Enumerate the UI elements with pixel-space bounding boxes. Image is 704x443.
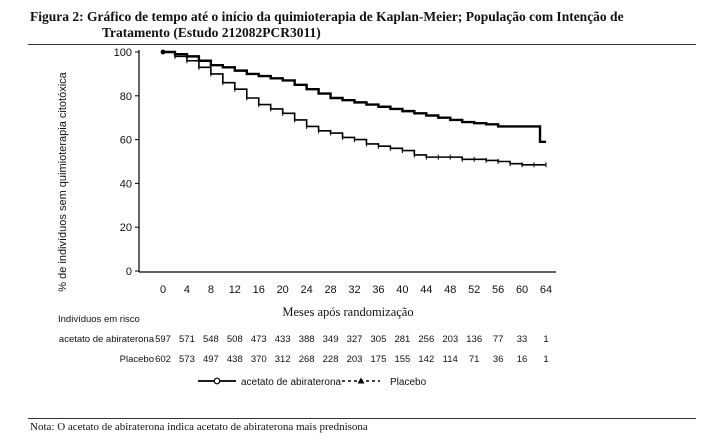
risk-value: 136 [466, 334, 482, 345]
risk-value: 1 [543, 354, 548, 365]
risk-value: 548 [203, 334, 219, 345]
x-tick-label: 56 [492, 284, 504, 296]
x-tick-label: 28 [324, 284, 336, 296]
x-tick-label: 4 [184, 284, 190, 296]
x-tick-label: 12 [229, 284, 241, 296]
y-tick-label: 100 [114, 47, 132, 59]
y-tick-label: 80 [120, 91, 132, 103]
x-tick-label: 32 [348, 284, 360, 296]
x-tick-label: 48 [444, 284, 456, 296]
risk-table-header: Indivíduos em risco [58, 314, 140, 325]
risk-value: 228 [323, 354, 339, 365]
legend-triangle-marker [357, 377, 365, 384]
risk-value: 327 [347, 334, 363, 345]
x-axis-label: Meses após randomização [282, 305, 413, 319]
y-tick-label: 20 [120, 222, 132, 234]
risk-value: 36 [493, 354, 504, 365]
figure-title-line1: Figura 2: Gráfico de tempo até o início … [30, 9, 624, 24]
risk-value: 602 [155, 354, 171, 365]
risk-value: 155 [394, 354, 410, 365]
y-tick-label: 60 [120, 135, 132, 147]
risk-value: 497 [203, 354, 219, 365]
risk-row-label: acetato de abiraterona [59, 334, 155, 345]
x-tick-label: 8 [208, 284, 214, 296]
risk-value: 388 [299, 334, 315, 345]
x-tick-label: 64 [540, 284, 552, 296]
figure-title-line2: Tratamento (Estudo 212082PCR3011) [102, 25, 321, 40]
risk-value: 433 [275, 334, 291, 345]
x-tick-label: 24 [301, 284, 313, 296]
risk-value: 142 [418, 354, 434, 365]
x-tick-label: 16 [253, 284, 265, 296]
legend-circle-marker [213, 377, 221, 385]
risk-value: 1 [543, 334, 548, 345]
risk-value: 281 [394, 334, 410, 345]
risk-value: 438 [227, 354, 243, 365]
risk-value: 349 [323, 334, 339, 345]
risk-value: 268 [299, 354, 315, 365]
risk-value: 203 [347, 354, 363, 365]
risk-value: 256 [418, 334, 434, 345]
risk-value: 370 [251, 354, 267, 365]
x-tick-label: 20 [277, 284, 289, 296]
legend-label-placebo: Placebo [390, 377, 427, 388]
risk-value: 473 [251, 334, 267, 345]
risk-value: 77 [493, 334, 504, 345]
risk-value: 312 [275, 354, 291, 365]
risk-value: 573 [179, 354, 195, 365]
marker-abiraterona-start [160, 49, 166, 55]
series-line-abiraterona [163, 50, 546, 143]
figure-note: Nota: O acetato de abiraterona indica ac… [30, 421, 368, 433]
y-tick-label: 40 [120, 178, 132, 190]
figure-title: Figura 2: Gráfico de tempo até o início … [30, 9, 690, 41]
risk-value: 508 [227, 334, 243, 345]
risk-value: 571 [179, 334, 195, 345]
top-rule [28, 44, 696, 45]
x-tick-label: 52 [468, 284, 480, 296]
x-tick-label: 36 [372, 284, 384, 296]
risk-value: 175 [371, 354, 387, 365]
x-tick-label: 44 [420, 284, 432, 296]
risk-value: 71 [469, 354, 480, 365]
series-line-placebo [163, 51, 546, 166]
x-tick-label: 40 [396, 284, 408, 296]
y-tick-label: 0 [126, 266, 132, 278]
y-axis-label: % de indivíduos sem quimioterapia citotó… [57, 71, 69, 291]
bottom-rule [28, 418, 696, 419]
x-tick-label: 60 [516, 284, 528, 296]
risk-value: 33 [517, 334, 528, 345]
risk-value: 16 [517, 354, 528, 365]
risk-value: 305 [371, 334, 387, 345]
x-tick-label: 0 [160, 284, 166, 296]
risk-value: 203 [442, 334, 458, 345]
legend-label-abiraterona: acetato de abiraterona [241, 377, 342, 388]
risk-value: 597 [155, 334, 171, 345]
risk-value: 114 [443, 354, 458, 365]
risk-row-label: Placebo [120, 354, 154, 365]
